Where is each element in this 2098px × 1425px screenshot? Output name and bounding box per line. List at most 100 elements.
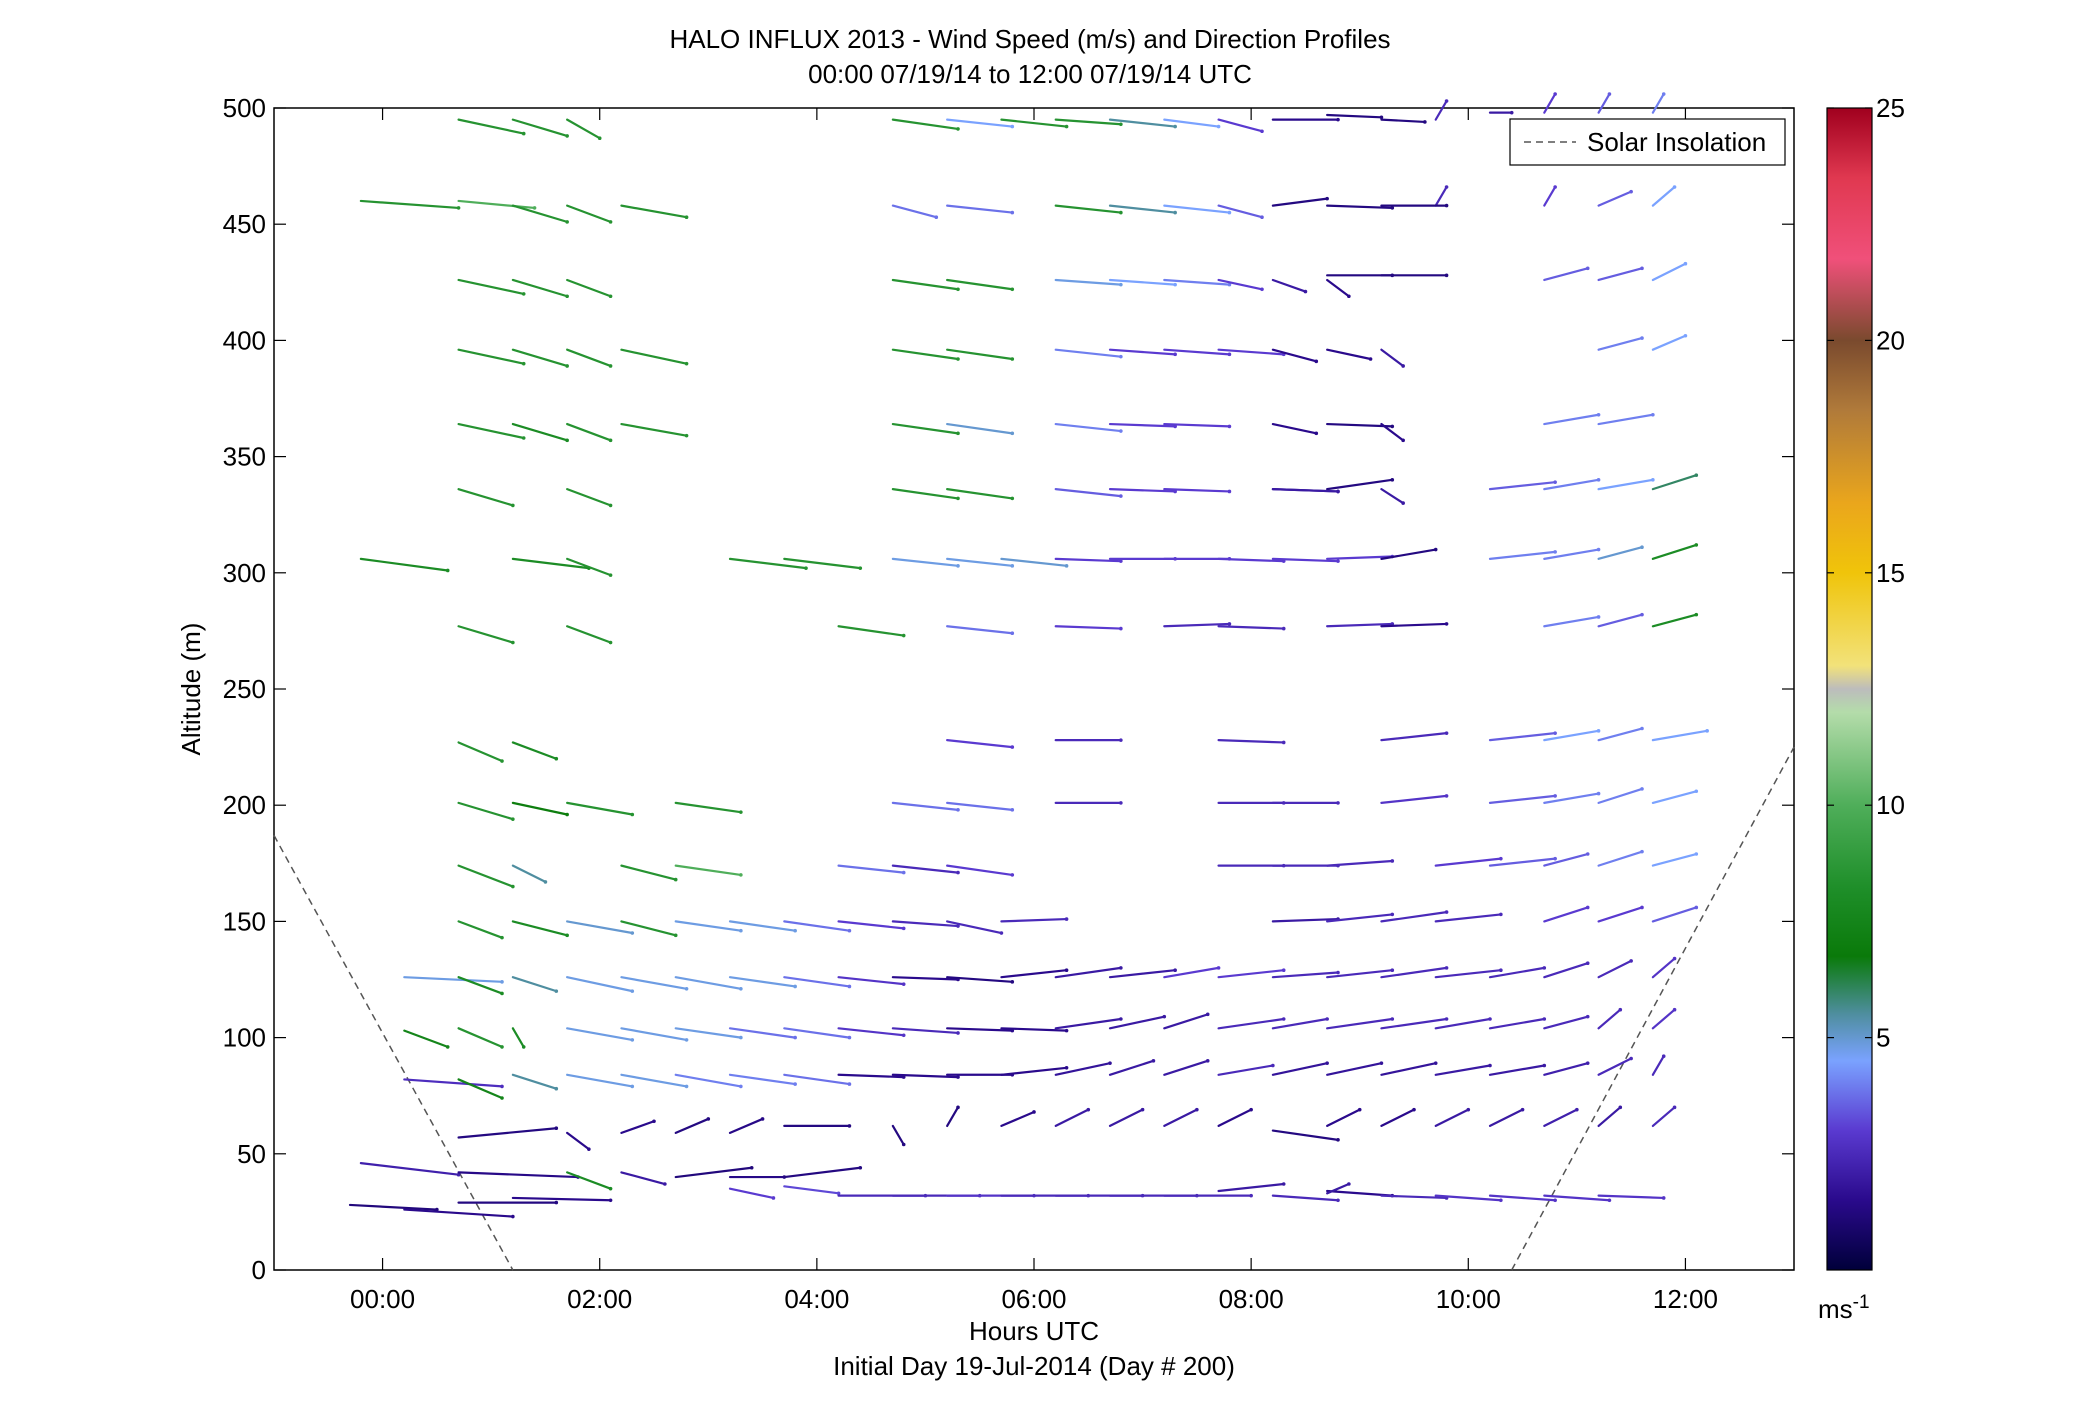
wind-vector-head xyxy=(901,1033,906,1038)
wind-vector-head xyxy=(1205,1012,1210,1017)
wind-vector-head xyxy=(1444,185,1449,189)
wind-vector xyxy=(1271,488,1340,493)
wind-vector xyxy=(566,348,612,368)
wind-vector xyxy=(511,801,569,816)
wind-vector xyxy=(620,1171,666,1186)
wind-vector xyxy=(620,920,677,937)
wind-vector-head xyxy=(1010,631,1015,636)
wind-vector-head xyxy=(749,1165,754,1170)
wind-vector xyxy=(1434,99,1448,121)
wind-vector-head xyxy=(1216,966,1221,970)
wind-vector-head xyxy=(1336,970,1340,975)
wind-vector-head xyxy=(1509,110,1514,115)
wind-vector-head xyxy=(1553,1198,1557,1203)
wind-vector-head xyxy=(1010,745,1015,749)
wind-vector-head xyxy=(1390,424,1395,429)
wind-vector xyxy=(1108,1015,1166,1030)
wind-vector xyxy=(620,976,688,990)
wind-vector-head xyxy=(956,1075,960,1079)
wind-vector xyxy=(620,1120,656,1134)
wind-vector xyxy=(946,920,1003,935)
wind-vector-head xyxy=(1629,959,1633,963)
wind-vector xyxy=(1380,488,1405,505)
wind-vector-head xyxy=(1281,968,1286,973)
wind-vector-head xyxy=(597,136,602,141)
wind-vector xyxy=(403,1078,504,1088)
wind-vector-head xyxy=(1575,1107,1579,1112)
wind-vector-head xyxy=(836,1191,841,1196)
wind-vector-head xyxy=(500,1096,504,1100)
wind-vector-head xyxy=(554,1126,559,1131)
plot-area xyxy=(273,107,1795,1271)
wind-vector-head xyxy=(1520,1107,1525,1112)
wind-vector xyxy=(1217,969,1285,979)
wind-vector-head xyxy=(1281,1017,1286,1021)
wind-vector xyxy=(1543,906,1589,923)
wind-vector xyxy=(891,422,960,435)
wind-vector xyxy=(1163,488,1231,493)
wind-vector-head xyxy=(1661,1196,1666,1200)
wind-vector xyxy=(1434,857,1502,867)
wind-vector xyxy=(946,204,1014,214)
wind-vector-head xyxy=(1640,905,1644,910)
wind-vector-head xyxy=(1010,873,1015,877)
wind-vector xyxy=(1163,204,1231,214)
wind-vector xyxy=(511,976,558,993)
wind-vector xyxy=(1163,348,1231,356)
wind-vector xyxy=(946,864,1014,877)
wind-vector xyxy=(946,801,1014,811)
wind-vector xyxy=(1326,969,1394,979)
wind-vector xyxy=(674,801,742,814)
wind-vector xyxy=(1108,422,1177,428)
wind-vector xyxy=(1488,732,1557,742)
wind-vector-head xyxy=(1499,1198,1503,1203)
wind-vector-head xyxy=(608,438,613,443)
wind-vector-head xyxy=(608,220,613,224)
x-axis-label: Hours UTC xyxy=(969,1316,1099,1346)
wind-vector-head xyxy=(739,1084,743,1089)
wind-vector xyxy=(1651,906,1698,923)
wind-vector-head xyxy=(1412,1107,1416,1112)
wind-vector xyxy=(1054,348,1122,358)
wind-vector xyxy=(620,1073,688,1088)
wind-vector xyxy=(511,348,569,368)
wind-vector xyxy=(891,976,960,981)
wind-vector xyxy=(566,801,634,816)
wind-vector xyxy=(1488,481,1557,491)
solar-insolation-line xyxy=(1511,746,1795,1271)
wind-vector xyxy=(457,199,536,210)
wind-vector-head xyxy=(1010,357,1015,361)
wind-vector xyxy=(1597,787,1644,804)
wind-vector xyxy=(359,199,460,210)
wind-vector xyxy=(457,801,514,821)
wind-vector-head xyxy=(999,931,1004,935)
wind-vector-head xyxy=(1542,966,1547,970)
wind-vector xyxy=(1380,794,1448,804)
wind-vector xyxy=(359,557,449,572)
chart-title: HALO INFLUX 2013 - Wind Speed (m/s) and … xyxy=(669,24,1390,54)
wind-vector xyxy=(1380,732,1448,742)
y-tick-label: 300 xyxy=(223,558,266,588)
wind-vector-head xyxy=(1694,473,1699,477)
wind-vector-head xyxy=(901,633,906,638)
solar-insolation-line xyxy=(273,835,514,1271)
wind-vector xyxy=(457,625,514,644)
wind-vector-head xyxy=(1444,966,1449,970)
wind-vector-head xyxy=(1499,912,1503,917)
colorbar-tick-label: 5 xyxy=(1876,1023,1890,1053)
wind-vector xyxy=(1108,118,1177,128)
wind-vector xyxy=(1597,1008,1622,1030)
wind-vector-head xyxy=(1205,1059,1210,1063)
wind-vector-head xyxy=(684,361,689,366)
wind-vector-head xyxy=(1119,801,1123,805)
y-tick-label: 250 xyxy=(223,674,266,704)
wind-vector-head xyxy=(1064,124,1069,129)
wind-vector xyxy=(891,920,960,928)
wind-vector-head xyxy=(1596,478,1601,482)
wind-vector-head xyxy=(1585,266,1590,271)
wind-vector xyxy=(457,488,514,507)
wind-vector-head xyxy=(1672,1007,1677,1012)
wind-vector-head xyxy=(565,220,569,224)
wind-vector-head xyxy=(956,431,960,436)
wind-vector-head xyxy=(445,1045,450,1049)
